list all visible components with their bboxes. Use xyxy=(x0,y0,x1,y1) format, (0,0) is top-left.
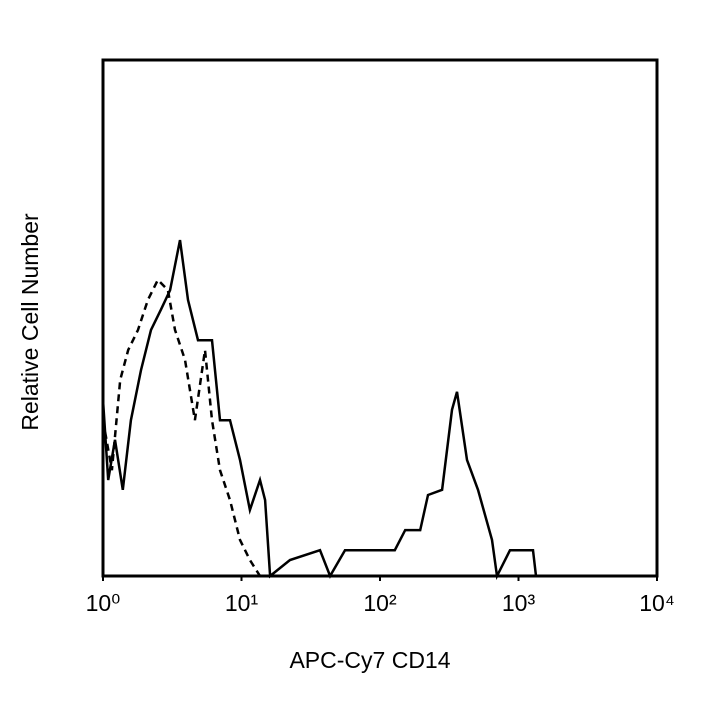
x-axis-label: APC-Cy7 CD14 xyxy=(289,647,450,673)
plot-frame xyxy=(101,58,659,578)
x-tick-label: 10¹ xyxy=(225,590,259,616)
histogram-line xyxy=(101,277,657,578)
x-tick-label: 10⁴ xyxy=(639,590,674,616)
x-tick-label: 10² xyxy=(363,590,397,616)
y-axis-label: Relative Cell Number xyxy=(17,213,43,431)
histogram-line xyxy=(101,239,538,581)
x-tick-label: 10³ xyxy=(502,590,536,616)
x-tick-label: 10⁰ xyxy=(86,590,121,616)
